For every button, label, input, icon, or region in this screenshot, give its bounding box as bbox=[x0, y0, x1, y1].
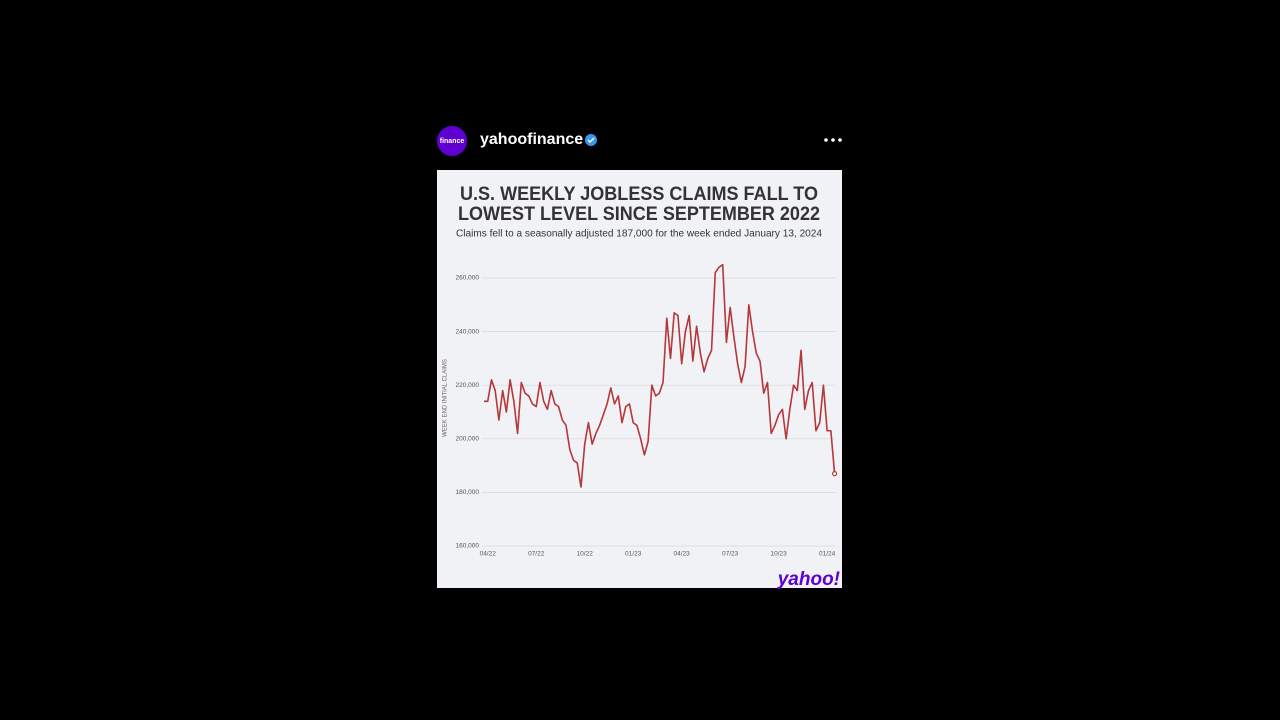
dot bbox=[831, 138, 835, 142]
account-name[interactable]: yahoofinance bbox=[480, 131, 583, 148]
y-tick-label: 260,000 bbox=[456, 275, 480, 282]
y-tick-label: 220,000 bbox=[456, 382, 480, 389]
x-tick-label: 01/23 bbox=[625, 551, 642, 558]
x-tick-label: 07/23 bbox=[722, 551, 739, 558]
x-tick-label: 04/22 bbox=[480, 551, 497, 558]
post-image bbox=[437, 170, 842, 588]
chart-title: U.S. WEEKLY JOBLESS CLAIMS FALL TO bbox=[460, 184, 818, 205]
y-tick-label: 180,000 bbox=[456, 489, 480, 496]
logo: yahoo! bbox=[777, 569, 840, 590]
x-tick-label: 10/22 bbox=[577, 551, 594, 558]
y-tick-label: 160,000 bbox=[456, 543, 480, 550]
x-tick-label: 04/23 bbox=[674, 551, 691, 558]
y-axis-label: WEEK END INITIAL CLAIMS bbox=[443, 359, 449, 437]
y-tick-label: 240,000 bbox=[456, 328, 480, 335]
end-marker bbox=[831, 471, 838, 477]
x-tick-label: 01/24 bbox=[819, 551, 836, 558]
chart-subtitle: Claims fell to a seasonally adjusted 187… bbox=[456, 229, 822, 240]
line bbox=[484, 263, 836, 488]
x-tick-label: 10/23 bbox=[771, 551, 788, 558]
y-tick-label: 200,000 bbox=[456, 436, 480, 443]
x-tick-label: 07/22 bbox=[528, 551, 545, 558]
avatar-text: finance bbox=[440, 138, 465, 145]
avatar[interactable] bbox=[437, 126, 467, 156]
dot bbox=[824, 138, 828, 142]
more-button[interactable] bbox=[824, 138, 842, 142]
verified-check bbox=[587, 137, 595, 144]
dot bbox=[838, 138, 842, 142]
chart-title: LOWEST LEVEL SINCE SEPTEMBER 2022 bbox=[458, 204, 820, 225]
plot: 160,000 180,000 200,000 220,000 240,000 260,0… bbox=[456, 263, 838, 558]
